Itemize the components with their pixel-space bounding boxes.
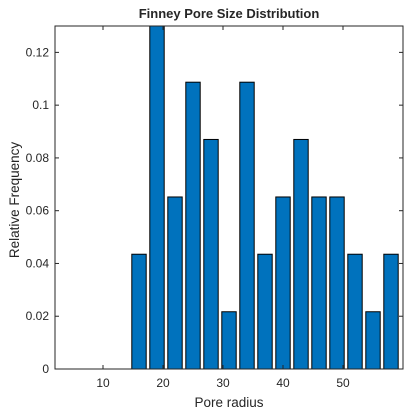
bar — [203, 138, 219, 369]
plot-frame — [54, 25, 404, 370]
x-tick-label: 50 — [336, 376, 350, 390]
bar — [131, 253, 147, 369]
bar — [293, 138, 309, 369]
y-axis-label: Relative Frequency — [7, 142, 22, 259]
bar — [383, 253, 399, 369]
x-tick-label: 10 — [96, 376, 110, 390]
y-tick-label: 0 — [42, 362, 49, 376]
x-axis-label: Pore radius — [194, 395, 263, 410]
bar — [149, 26, 165, 369]
bar — [311, 196, 327, 369]
y-axis: 0 0.02 0.04 0.06 0.08 0.1 0.12 — [26, 45, 403, 376]
x-tick-label: 30 — [216, 376, 230, 390]
x-axis: 10 20 30 40 50 — [96, 26, 350, 390]
y-tick-label: 0.12 — [26, 45, 50, 59]
bar — [185, 81, 201, 369]
bar — [329, 196, 345, 369]
bar — [167, 196, 183, 369]
y-tick-label: 0.1 — [32, 98, 49, 112]
y-tick-label: 0.02 — [26, 309, 50, 323]
bar — [275, 196, 291, 369]
x-tick-label: 20 — [156, 376, 170, 390]
x-tick-label: 40 — [276, 376, 290, 390]
bar — [347, 253, 363, 369]
bars-group — [131, 26, 399, 369]
y-tick-label: 0.04 — [26, 256, 50, 270]
bar — [365, 311, 381, 369]
chart-title: Finney Pore Size Distribution — [139, 6, 320, 21]
bar — [257, 253, 273, 369]
bar — [239, 81, 255, 369]
y-tick-label: 0.06 — [26, 204, 50, 218]
bar — [221, 311, 237, 369]
y-tick-label: 0.08 — [26, 151, 50, 165]
